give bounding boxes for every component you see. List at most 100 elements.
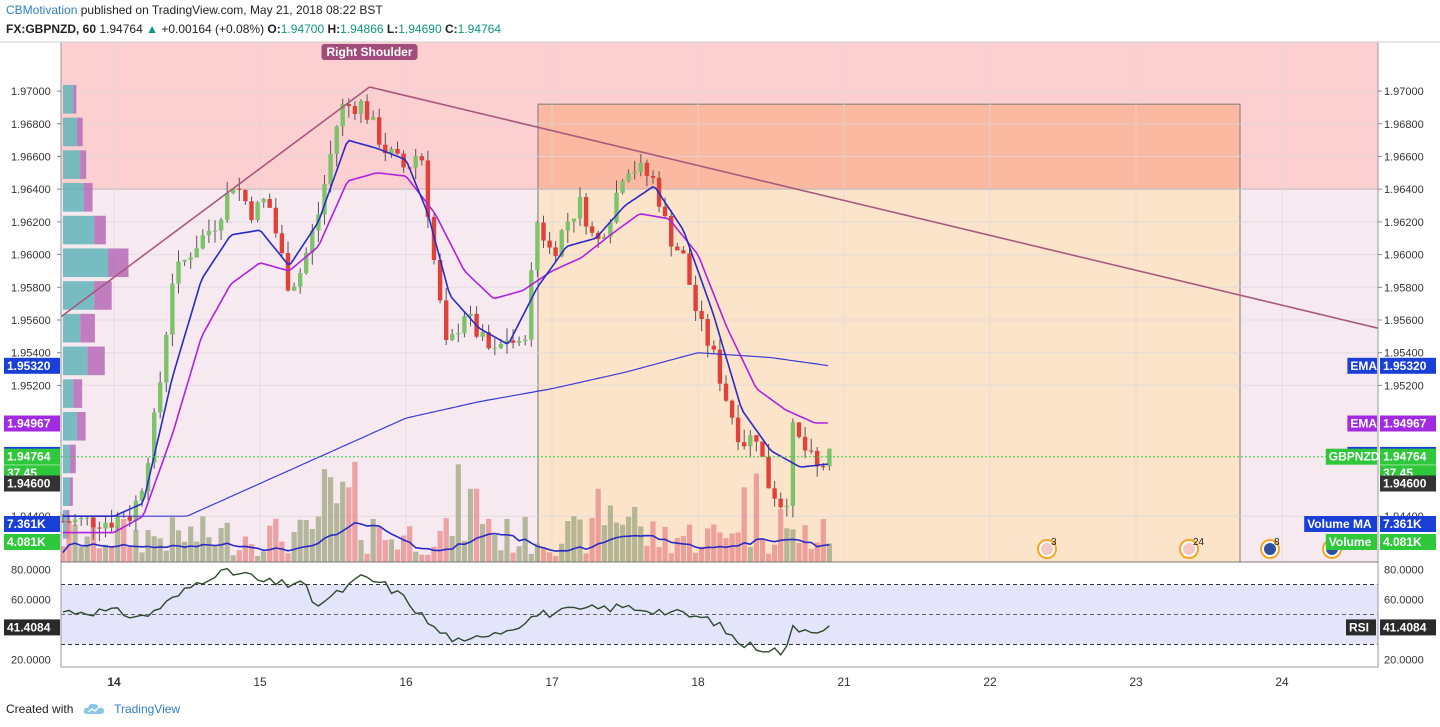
candle-bull[interactable] [608,222,613,237]
candle-bull[interactable] [115,516,120,528]
candle-bull[interactable] [462,316,467,334]
candle-bull[interactable] [231,188,236,194]
candle-bull[interactable] [565,221,570,231]
candle-bull[interactable] [626,173,631,182]
candle-bull[interactable] [516,341,522,343]
candle-bull[interactable] [322,184,327,215]
right-shoulder-annotation[interactable]: Right Shoulder [321,44,418,60]
price-chart[interactable]: 32484 1.970001.970001.968001.968001.9660… [0,40,1440,700]
candle-bull[interactable] [85,517,90,519]
candle-bear[interactable] [249,201,254,221]
candle-bear[interactable] [802,436,808,451]
candle-bull[interactable] [139,491,145,501]
candle-bull[interactable] [152,412,157,463]
candle-bear[interactable] [735,417,741,443]
candle-bull[interactable] [577,197,583,219]
candle-bear[interactable] [583,197,589,227]
candle-bear[interactable] [650,176,656,178]
candle-bear[interactable] [693,284,698,312]
candle-bull[interactable] [218,219,224,231]
candle-bear[interactable] [772,488,777,499]
candle-bull[interactable] [358,101,364,114]
candle-bear[interactable] [821,466,826,468]
candle-bull[interactable] [340,104,345,127]
candle-bull[interactable] [206,230,212,236]
candle-bear[interactable] [815,450,820,467]
candle-bull[interactable] [176,261,181,284]
candle-bull[interactable] [255,202,260,221]
candle-bear[interactable] [285,253,291,291]
event-flag-icon[interactable]: 24 [1179,537,1205,559]
candle-bear[interactable] [760,441,765,457]
candle-bear[interactable] [444,300,449,340]
candle-bear[interactable] [729,400,735,418]
candle-bear[interactable] [419,156,424,161]
candle-bear[interactable] [669,216,674,247]
candle-bull[interactable] [468,313,473,317]
candle-bull[interactable] [194,248,199,258]
candle-bull[interactable] [200,235,205,249]
candle-bear[interactable] [589,226,595,233]
candle-bear[interactable] [644,162,650,176]
candle-bull[interactable] [620,181,625,193]
candle-bull[interactable] [504,340,510,344]
candle-bear[interactable] [553,247,558,257]
event-flag-icon[interactable]: 3 [1037,537,1057,559]
candle-bear[interactable] [109,522,114,528]
candle-bull[interactable] [371,117,376,120]
candle-bear[interactable] [662,206,668,216]
candle-bull[interactable] [291,286,297,291]
candle-bear[interactable] [346,104,351,107]
candle-bear[interactable] [778,498,783,508]
candle-bull[interactable] [559,230,564,257]
candle-bull[interactable] [389,148,394,154]
candle-bear[interactable] [401,153,406,168]
candle-bear[interactable] [717,349,723,384]
candle-bull[interactable] [790,422,796,506]
candle-bull[interactable] [158,382,163,413]
candle-bull[interactable] [638,162,643,172]
candle-bear[interactable] [486,332,491,349]
candle-bull[interactable] [298,273,303,287]
candle-bull[interactable] [529,270,534,340]
candle-bull[interactable] [498,344,504,348]
candle-bull[interactable] [328,153,333,185]
candle-bull[interactable] [535,222,540,271]
candle-bear[interactable] [681,250,686,254]
candle-bull[interactable] [456,333,461,335]
candle-bull[interactable] [413,156,418,168]
candle-bull[interactable] [748,435,753,447]
candle-bull[interactable] [212,230,218,232]
candle-bull[interactable] [164,334,169,383]
candle-bear[interactable] [383,144,388,154]
candle-bear[interactable] [808,450,814,452]
candle-bear[interactable] [705,319,710,346]
candle-bull[interactable] [261,199,266,203]
candle-bear[interactable] [127,516,132,521]
candle-bear[interactable] [687,253,692,285]
candle-bear[interactable] [437,260,443,301]
candle-bear[interactable] [699,311,704,319]
candle-bear[interactable] [742,442,747,447]
candle-bull[interactable] [492,347,497,349]
candle-bear[interactable] [754,435,759,442]
event-flag-icon[interactable]: 8 [1260,537,1280,559]
candle-bull[interactable] [450,334,455,340]
candle-bear[interactable] [723,383,729,401]
candle-bear[interactable] [61,521,66,523]
candle-bear[interactable] [237,188,242,190]
candle-bull[interactable] [632,171,637,174]
candle-bull[interactable] [310,230,315,253]
candle-bull[interactable] [133,500,139,521]
candle-bear[interactable] [267,199,272,208]
candle-bull[interactable] [602,236,607,240]
candle-bull[interactable] [103,522,108,529]
candle-bull[interactable] [225,193,230,220]
candle-bull[interactable] [784,505,789,508]
candle-bear[interactable] [675,246,680,251]
candle-bull[interactable] [188,257,193,260]
candle-bear[interactable] [711,345,716,350]
candle-bear[interactable] [796,422,802,437]
candle-bull[interactable] [334,126,339,154]
candle-bull[interactable] [304,252,309,274]
